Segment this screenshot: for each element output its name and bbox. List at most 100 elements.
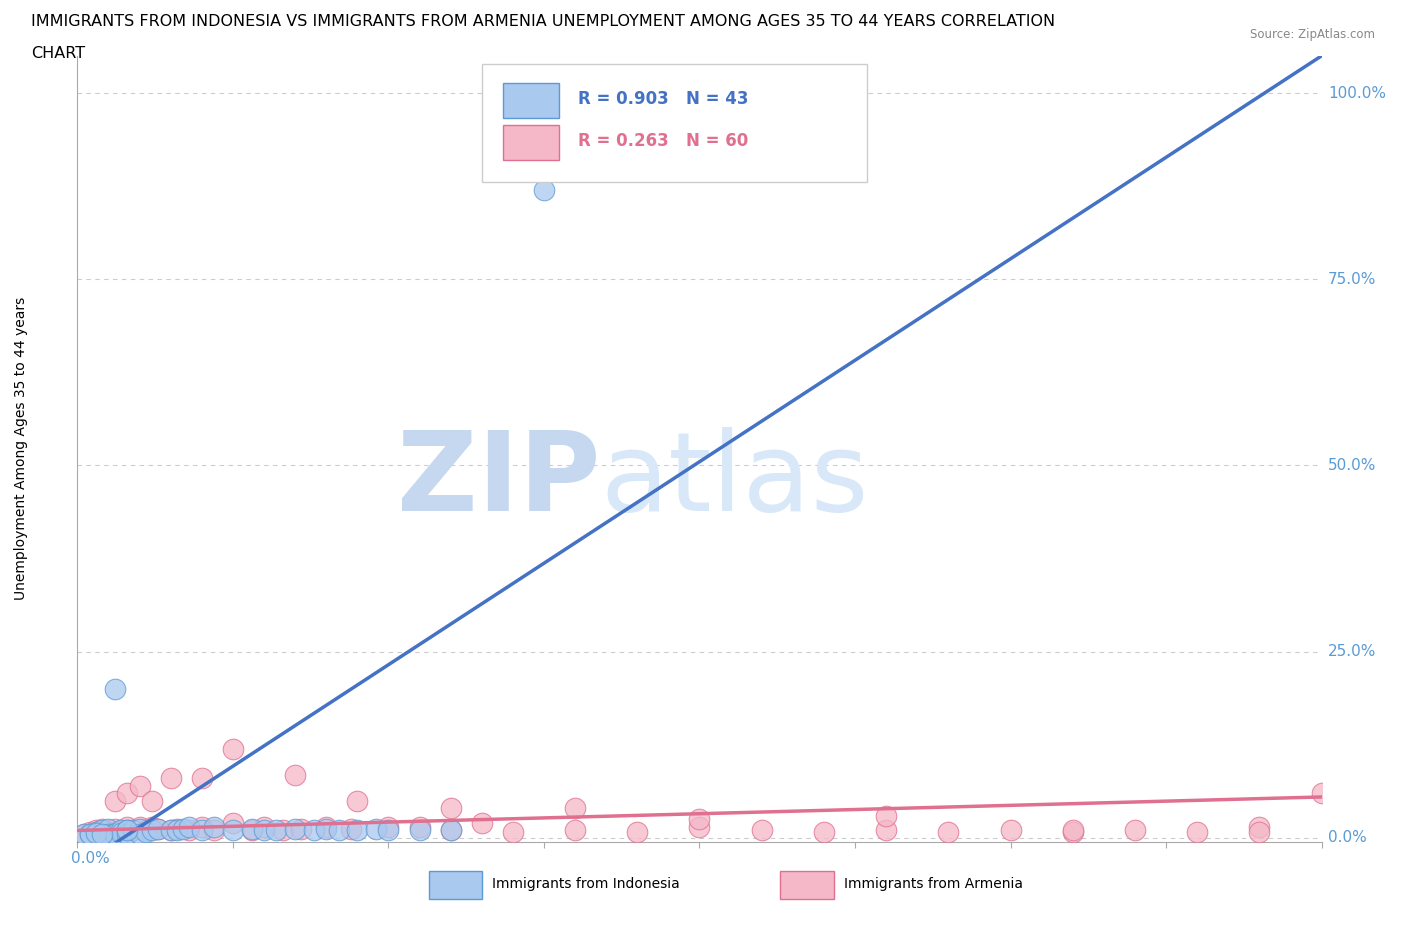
Point [97,823,120,838]
Point [266,823,288,838]
Text: R = 0.263   N = 60: R = 0.263 N = 60 [578,132,748,150]
Point [84,827,107,842]
Point [148,821,170,836]
Point [115,786,138,801]
Point [79,825,101,840]
FancyBboxPatch shape [503,83,558,118]
Point [159,823,181,838]
Text: 50.0%: 50.0% [1327,458,1376,473]
Point [72,827,94,842]
Point [1249,825,1271,840]
Point [166,821,188,836]
Point [1310,786,1333,801]
Point [302,823,325,838]
Point [166,823,188,838]
Point [564,823,586,838]
Point [377,823,399,838]
Point [122,823,145,838]
Point [122,823,145,838]
Point [626,825,648,840]
Point [340,821,363,836]
FancyBboxPatch shape [503,125,558,160]
Text: ZIP: ZIP [396,427,600,534]
Point [408,819,430,834]
Point [284,821,307,836]
Point [240,823,263,838]
Point [271,823,294,838]
Point [346,793,368,808]
Text: IMMIGRANTS FROM INDONESIA VS IMMIGRANTS FROM ARMENIA UNEMPLOYMENT AMONG AGES 35 : IMMIGRANTS FROM INDONESIA VS IMMIGRANTS … [31,14,1054,29]
Point [471,816,494,830]
Point [751,823,773,838]
Point [1062,823,1084,838]
Point [115,823,138,838]
Point [253,819,276,834]
Point [104,825,127,840]
Point [315,821,337,836]
Point [179,819,201,834]
Point [91,823,114,838]
Point [115,819,138,834]
Text: Immigrants from Armenia: Immigrants from Armenia [844,876,1022,891]
Point [91,827,114,842]
Point [104,821,127,836]
Point [128,819,150,834]
Point [84,825,107,840]
Point [79,827,101,842]
Point [79,827,101,842]
FancyBboxPatch shape [482,63,868,181]
Text: Immigrants from Indonesia: Immigrants from Indonesia [492,876,681,891]
Point [315,819,337,834]
Point [938,825,960,840]
Text: atlas: atlas [600,427,869,534]
Text: Unemployment Among Ages 35 to 44 years: Unemployment Among Ages 35 to 44 years [14,297,28,601]
Point [222,823,245,838]
Point [128,827,150,842]
Point [1187,825,1209,840]
Point [104,682,127,697]
Point [159,823,181,838]
Point [408,823,430,838]
Point [141,819,163,834]
Point [564,801,586,816]
Point [72,827,94,842]
Point [290,821,312,836]
Point [222,741,245,756]
Point [240,821,263,836]
Point [875,823,897,838]
Point [502,825,524,840]
Point [148,821,170,836]
Point [813,825,835,840]
Point [159,771,181,786]
Point [328,823,350,838]
Point [440,801,463,816]
Point [202,823,225,838]
Point [284,767,307,782]
Text: R = 0.903   N = 43: R = 0.903 N = 43 [578,90,748,108]
Point [191,823,214,838]
Point [128,778,150,793]
Text: 0.0%: 0.0% [72,851,110,866]
Point [141,823,163,838]
Point [84,825,107,840]
Point [110,825,132,840]
Point [440,823,463,838]
Point [533,182,555,197]
Point [135,825,157,840]
Point [1000,823,1022,838]
Point [253,823,276,838]
Point [141,793,163,808]
Point [1062,825,1084,840]
Point [91,821,114,836]
Point [172,821,194,836]
Point [135,823,157,838]
Point [115,827,138,842]
Point [689,812,711,827]
Point [191,819,214,834]
Point [91,825,114,840]
Text: 100.0%: 100.0% [1327,86,1386,100]
Point [115,823,138,838]
Text: CHART: CHART [31,46,84,61]
Point [110,823,132,838]
Point [440,823,463,838]
